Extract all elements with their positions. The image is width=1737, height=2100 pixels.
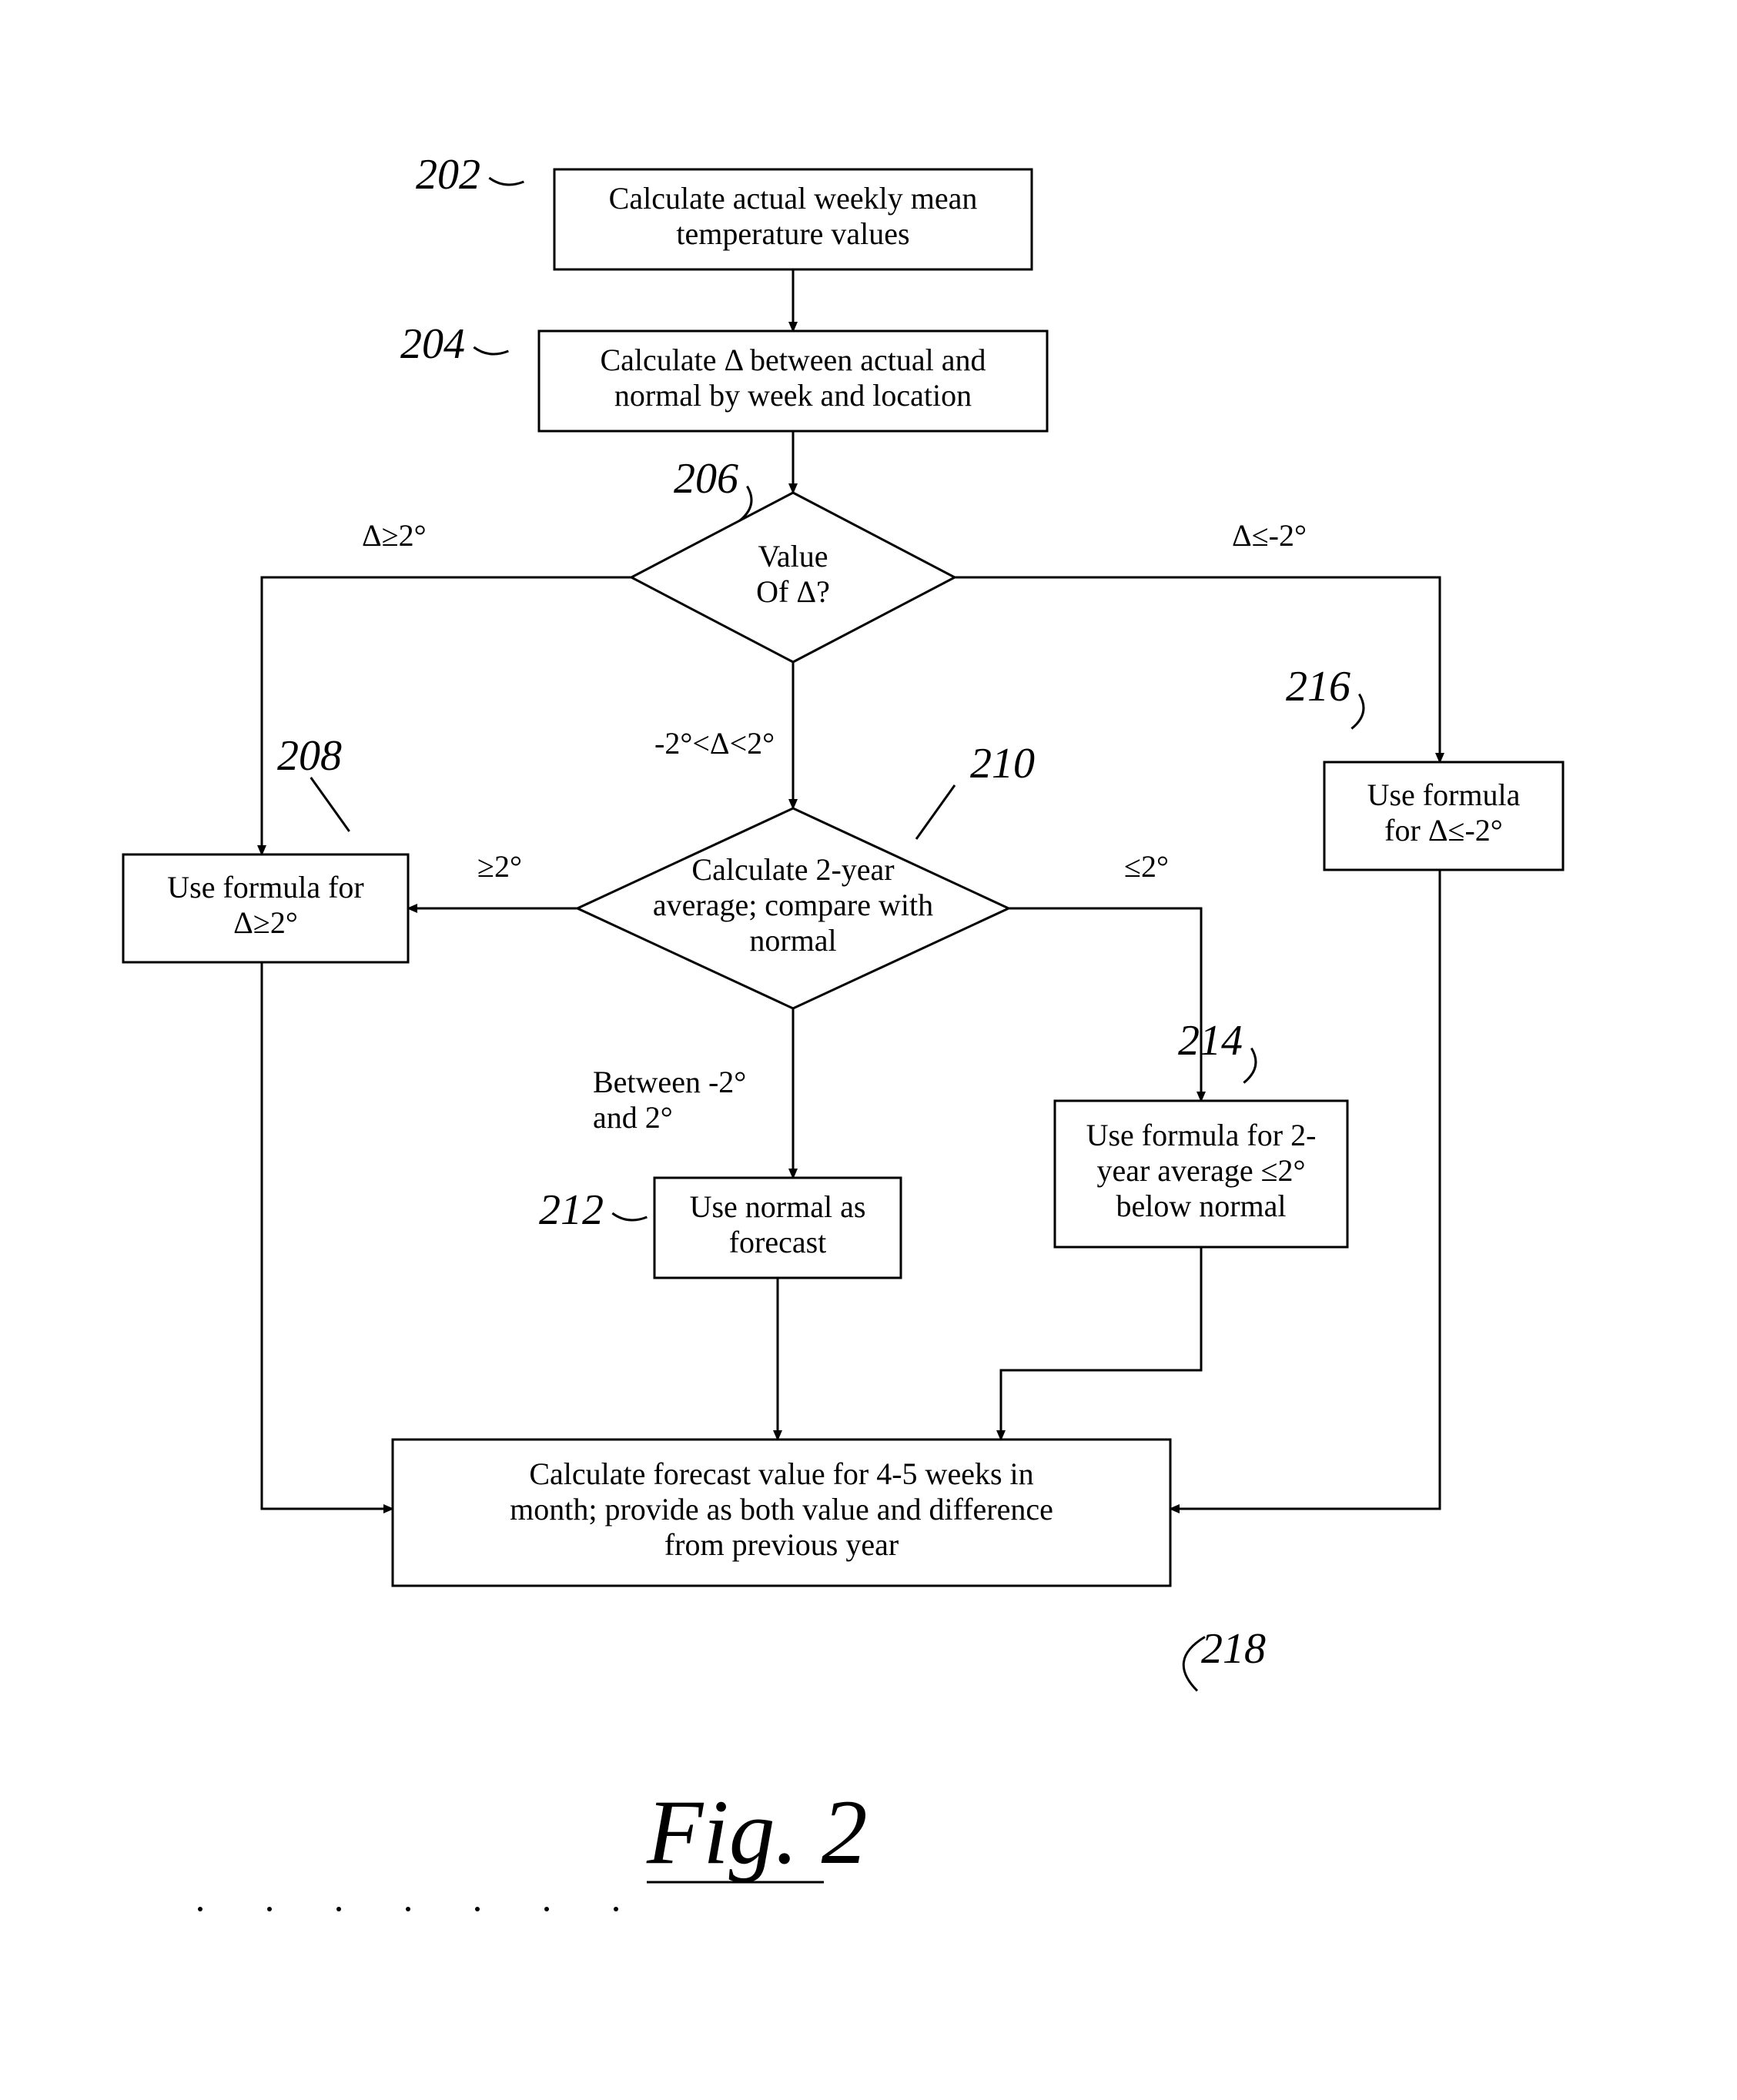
annotation-204: 204 (400, 320, 508, 368)
svg-text:normal: normal (749, 923, 836, 958)
svg-text:Calculate actual weekly mean: Calculate actual weekly mean (609, 181, 978, 216)
edge-11 (1001, 1247, 1201, 1440)
svg-text:normal by week and location: normal by week and location (614, 378, 972, 413)
baseline-dots (198, 1907, 618, 1911)
svg-text:Use formula for 2-: Use formula for 2- (1086, 1118, 1317, 1152)
svg-text:Use normal as: Use normal as (690, 1189, 866, 1224)
svg-text:from previous year: from previous year (664, 1527, 899, 1562)
svg-text:≤2°: ≤2° (1124, 849, 1169, 884)
svg-text:Value: Value (758, 539, 828, 573)
annotation-218: 218 (1183, 1625, 1266, 1690)
svg-text:202: 202 (416, 151, 480, 199)
node-d210: Calculate 2-yearaverage; compare withnor… (577, 808, 1009, 1008)
svg-text:and 2°: and 2° (593, 1100, 673, 1135)
svg-text:Of Δ?: Of Δ? (756, 574, 830, 609)
svg-text:Calculate forecast value for 4: Calculate forecast value for 4-5 weeks i… (529, 1456, 1033, 1491)
svg-text:below normal: below normal (1116, 1189, 1286, 1223)
svg-text:average; compare with: average; compare with (653, 888, 933, 922)
svg-text:210: 210 (970, 740, 1035, 788)
svg-text:212: 212 (539, 1186, 604, 1234)
svg-text:year average ≤2°: year average ≤2° (1096, 1153, 1305, 1188)
svg-text:216: 216 (1286, 663, 1350, 711)
svg-text:Δ≥2°: Δ≥2° (233, 905, 298, 940)
annotation-206: 206 (674, 455, 751, 521)
svg-text:218: 218 (1201, 1625, 1266, 1673)
svg-text:≥2°: ≥2° (477, 849, 522, 884)
svg-text:Between -2°: Between -2° (593, 1065, 746, 1099)
svg-text:Use formula: Use formula (1367, 777, 1521, 812)
svg-text:-2°<Δ<2°: -2°<Δ<2° (654, 726, 775, 761)
annotation-216: 216 (1286, 663, 1364, 729)
edge-8 (262, 962, 393, 1509)
svg-text:Calculate 2-year: Calculate 2-year (691, 852, 894, 887)
annotation-210: 210 (916, 740, 1035, 839)
edge-6: ≤2° (1009, 849, 1201, 1101)
svg-text:Fig. 2: Fig. 2 (646, 1781, 868, 1883)
node-n208: Use formula forΔ≥2° (123, 854, 408, 962)
svg-text:for Δ≤-2°: for Δ≤-2° (1384, 813, 1503, 848)
svg-text:214: 214 (1178, 1017, 1243, 1065)
nodes-layer: Calculate actual weekly meantemperature … (123, 169, 1563, 1586)
edge-3: Δ≤-2° (955, 518, 1440, 762)
svg-text:Δ≤-2°: Δ≤-2° (1232, 518, 1307, 553)
edge-4: -2°<Δ<2° (654, 662, 793, 808)
node-n214: Use formula for 2-year average ≤2°below … (1055, 1101, 1347, 1247)
annotation-208: 208 (277, 732, 350, 831)
svg-text:Use formula for: Use formula for (167, 870, 363, 905)
node-n204: Calculate Δ between actual andnormal by … (539, 331, 1047, 431)
svg-text:month; provide as both value a: month; provide as both value and differe… (510, 1492, 1053, 1527)
svg-text:forecast: forecast (729, 1225, 827, 1259)
annotation-202: 202 (416, 151, 524, 199)
edge-7: Between -2°and 2° (593, 1008, 793, 1178)
edge-5: ≥2° (408, 849, 577, 908)
figure-label: Fig. 2 (646, 1781, 868, 1883)
node-n218: Calculate forecast value for 4-5 weeks i… (393, 1440, 1170, 1586)
node-n212: Use normal asforecast (654, 1178, 901, 1278)
svg-text:temperature values: temperature values (676, 216, 909, 251)
edge-2: Δ≥2° (262, 518, 631, 854)
svg-text:204: 204 (400, 320, 465, 368)
svg-text:Calculate Δ between actual and: Calculate Δ between actual and (600, 343, 986, 377)
svg-text:206: 206 (674, 455, 738, 503)
svg-text:Δ≥2°: Δ≥2° (362, 518, 427, 553)
flowchart-canvas: Δ≥2° Δ≤-2° -2°<Δ<2° ≥2° ≤2° Between -2°and 2°… (0, 0, 1737, 2100)
node-d206: ValueOf Δ? (631, 493, 955, 662)
annotation-212: 212 (539, 1186, 647, 1234)
node-n216: Use formulafor Δ≤-2° (1324, 762, 1563, 870)
svg-text:208: 208 (277, 732, 342, 780)
annotation-214: 214 (1178, 1017, 1256, 1083)
node-n202: Calculate actual weekly meantemperature … (554, 169, 1032, 269)
